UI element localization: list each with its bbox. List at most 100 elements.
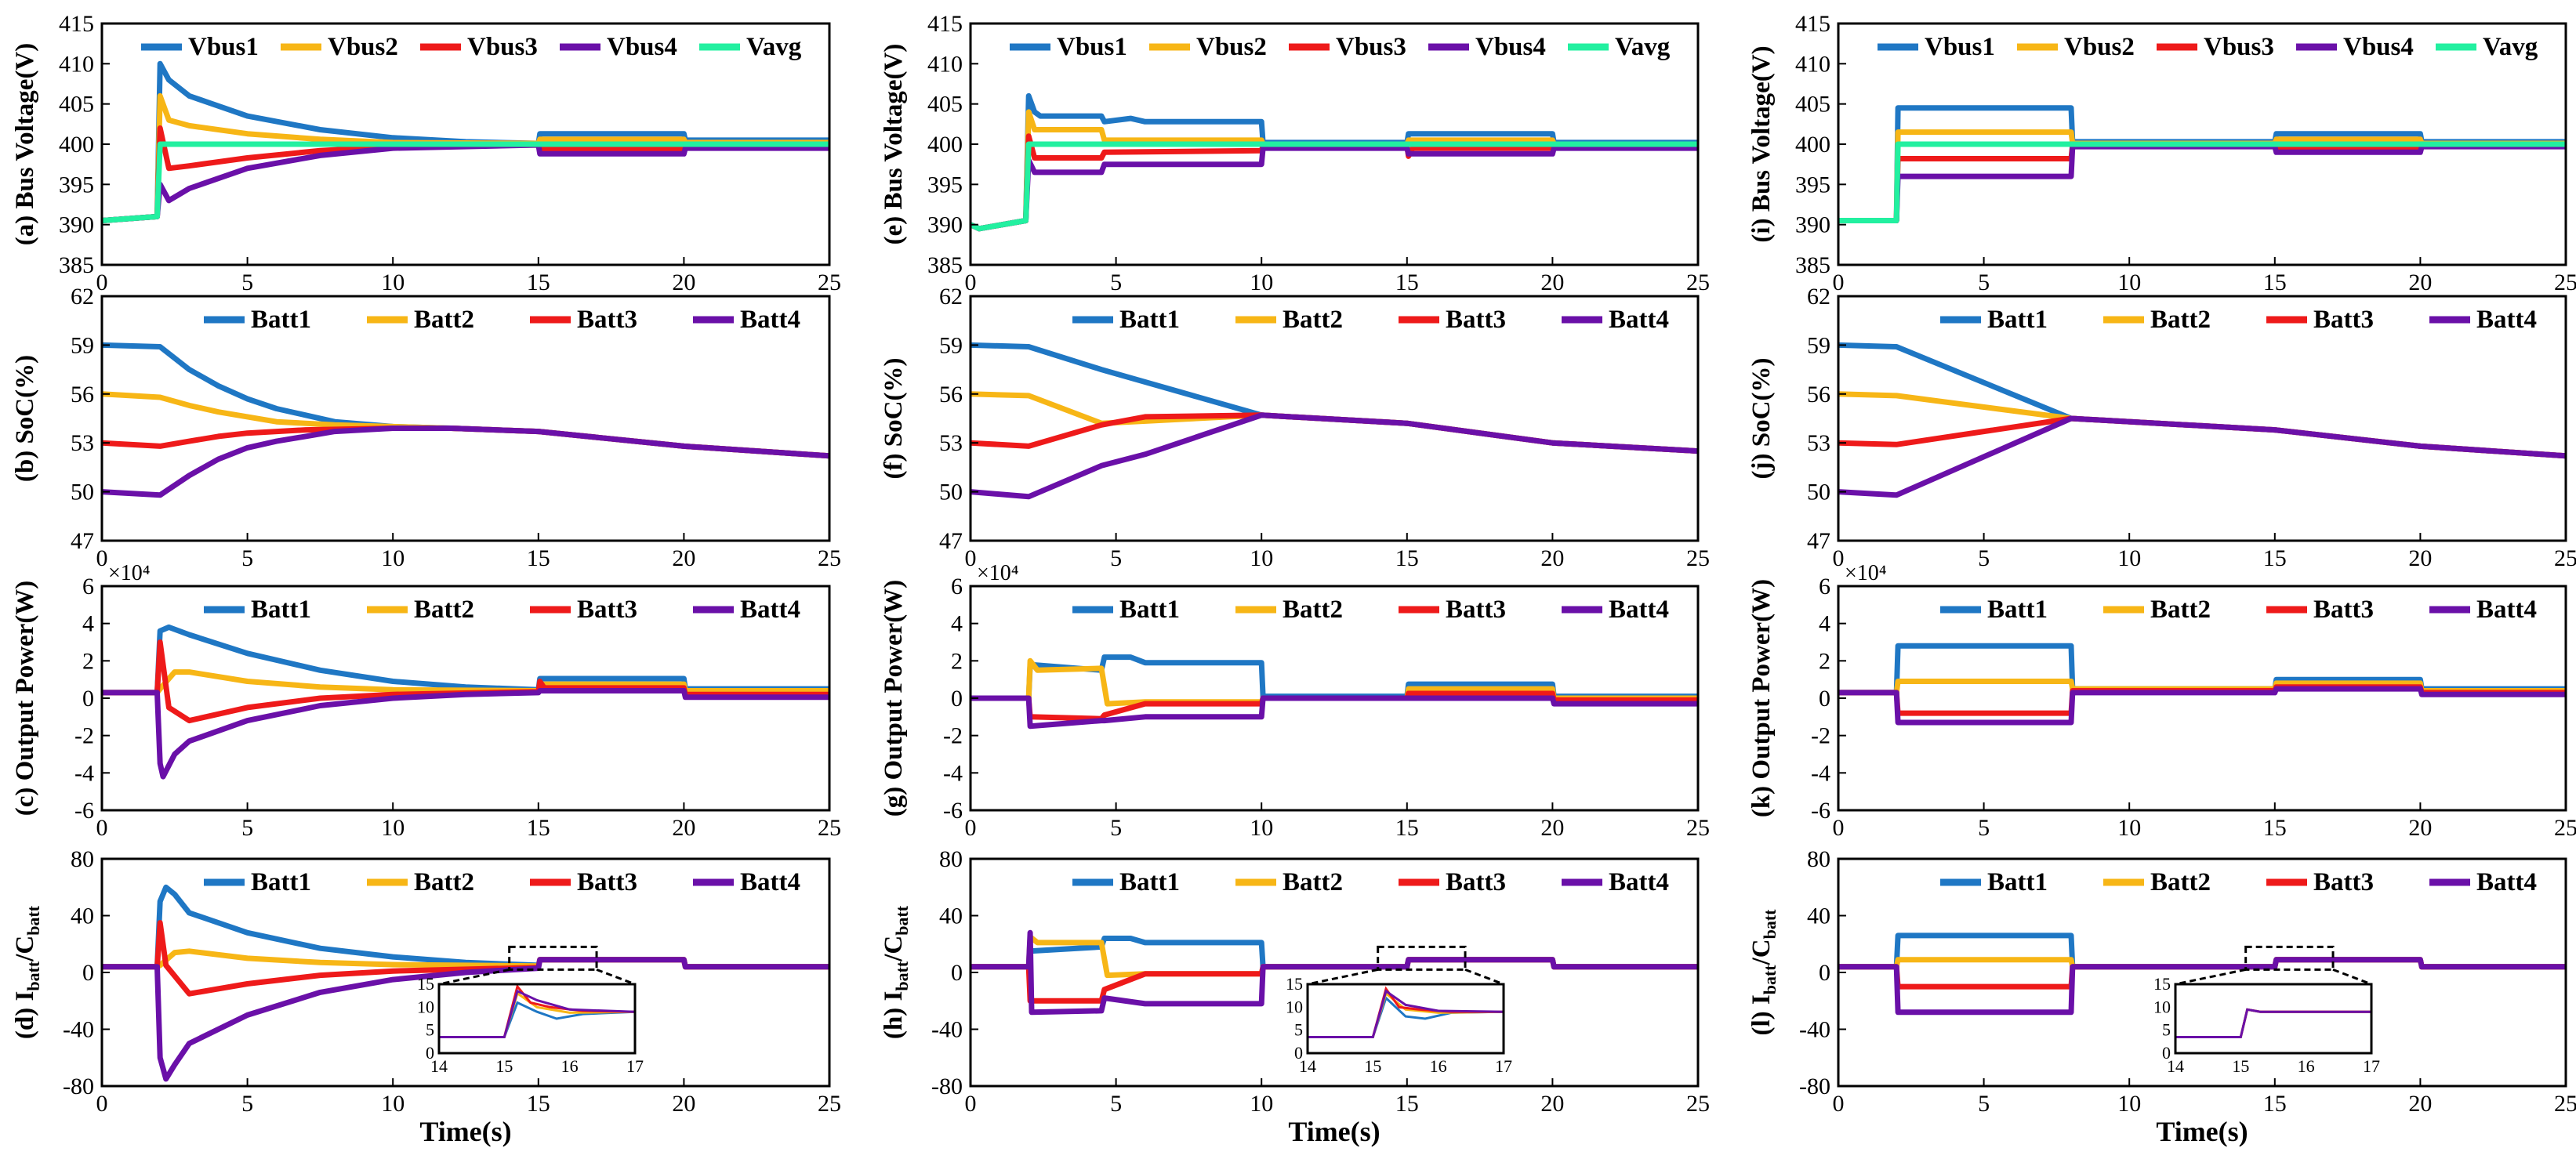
y-label-sub: batt bbox=[1760, 965, 1780, 995]
y-tick-label: 400 bbox=[927, 132, 963, 158]
x-tick-label: 20 bbox=[2408, 545, 2432, 571]
y-tick-label: -40 bbox=[1799, 1017, 1830, 1043]
x-tick-label: 0 bbox=[965, 1091, 977, 1117]
y-tick-label: 2 bbox=[82, 648, 94, 674]
legend-label-vbus4: Vbus4 bbox=[607, 33, 677, 61]
y-tick-label: 62 bbox=[1807, 284, 1830, 310]
inset-x-tick: 15 bbox=[495, 1056, 513, 1076]
y-axis-exponent: ×10⁴ bbox=[1845, 561, 1887, 585]
y-tick-label: 50 bbox=[1807, 480, 1830, 505]
y-tick-label: 410 bbox=[927, 51, 963, 77]
plot-frame bbox=[969, 295, 1700, 542]
legend-label-vbus2: Vbus2 bbox=[328, 33, 398, 61]
y-axis-label: (i) Bus Voltage(V) bbox=[1747, 45, 1776, 242]
y-tick-label: 0 bbox=[951, 686, 963, 712]
series-line-vbus4 bbox=[102, 142, 829, 223]
x-tick-label: 10 bbox=[2117, 815, 2141, 841]
y-label-mid: /C bbox=[11, 936, 39, 962]
x-tick-label: 20 bbox=[672, 270, 695, 295]
x-tick-label: 10 bbox=[2117, 1091, 2141, 1117]
legend-label-batt3: Batt3 bbox=[577, 596, 637, 624]
x-tick-label: 20 bbox=[2408, 1091, 2432, 1117]
y-axis-label: (k) Output Power(W) bbox=[1747, 579, 1776, 817]
x-tick-label: 25 bbox=[2554, 815, 2576, 841]
y-tick-label: -80 bbox=[931, 1074, 963, 1099]
legend-label-batt4: Batt4 bbox=[1609, 306, 1669, 334]
x-tick-label: 0 bbox=[1833, 545, 1845, 571]
chart-panel-j: 0 5 10 15 20 25 47 50 53 56 59 62 (j) SoC(%) Batt1 Bat… bbox=[1747, 284, 2576, 571]
x-tick-label: 15 bbox=[2263, 270, 2287, 295]
series-line-batt4 bbox=[1838, 957, 2566, 1016]
series-line-batt3 bbox=[1838, 957, 2566, 990]
y-tick-label: 385 bbox=[927, 252, 963, 278]
y-tick-label: 4 bbox=[82, 611, 94, 637]
inset-background bbox=[439, 984, 635, 1053]
y-tick-label: 410 bbox=[59, 51, 94, 77]
x-tick-label: 5 bbox=[241, 815, 253, 841]
x-tick-label: 10 bbox=[381, 270, 405, 295]
x-tick-label: 25 bbox=[818, 545, 841, 571]
legend-label-batt3: Batt3 bbox=[2313, 306, 2374, 334]
x-tick-label: 25 bbox=[2554, 1091, 2576, 1117]
x-tick-label: 5 bbox=[1110, 270, 1122, 295]
inset-frame bbox=[437, 983, 637, 1055]
y-label-main: (d) I bbox=[11, 991, 39, 1039]
inset-y-tick: 0 bbox=[426, 1043, 434, 1063]
series-line-batt4 bbox=[971, 695, 1698, 730]
inset-x-tick: 17 bbox=[1495, 1056, 1512, 1076]
legend-label-vbus2: Vbus2 bbox=[2064, 33, 2135, 61]
y-tick-label: 390 bbox=[1795, 212, 1830, 238]
y-tick-label: 50 bbox=[71, 480, 94, 505]
x-tick-label: 25 bbox=[1686, 815, 1710, 841]
chart-panel-a: 0 5 10 15 20 25 385 390 395 400 405 410 415 (a) Bus V… bbox=[11, 11, 841, 295]
y-label-sub: batt bbox=[24, 905, 43, 936]
inset-background bbox=[1308, 984, 1504, 1053]
inset-x-tick: 14 bbox=[430, 1056, 448, 1076]
legend-label-batt1: Batt1 bbox=[1987, 868, 2048, 896]
zoom-connector bbox=[1464, 968, 1504, 986]
x-tick-label: 10 bbox=[2117, 545, 2141, 571]
inset-y-tick: 10 bbox=[2153, 997, 2171, 1016]
legend-label-vbus1: Vbus1 bbox=[188, 33, 259, 61]
x-tick-label: 25 bbox=[1686, 270, 1710, 295]
x-tick-label: 0 bbox=[1833, 1091, 1845, 1117]
legend-label-vavg: Vavg bbox=[1615, 33, 1671, 61]
legend-label-batt1: Batt1 bbox=[1119, 868, 1180, 896]
inset-x-tick: 14 bbox=[1299, 1056, 1316, 1076]
zoom-region-box bbox=[1377, 945, 1467, 971]
chart-panel-f: 0 5 10 15 20 25 47 50 53 56 59 62 (f) SoC(%) Batt1 Bat… bbox=[880, 284, 1710, 571]
y-tick-label: 59 bbox=[939, 332, 963, 358]
series-line-vbus3 bbox=[1838, 142, 2566, 223]
x-tick-label: 20 bbox=[1540, 545, 1564, 571]
series-line-batt3 bbox=[102, 425, 829, 459]
x-tick-label: 20 bbox=[1540, 815, 1564, 841]
x-tick-label: 20 bbox=[2408, 815, 2432, 841]
inset-y-tick: 10 bbox=[1286, 997, 1303, 1016]
y-axis-label: (a) Bus Voltage(V) bbox=[11, 43, 39, 246]
y-tick-label: 410 bbox=[1795, 51, 1830, 77]
legend-label-batt2: Batt2 bbox=[414, 306, 474, 334]
series-line-batt2 bbox=[102, 669, 829, 696]
y-axis-label: (d) Ibatt/Cbatt bbox=[11, 905, 43, 1039]
x-tick-label: 5 bbox=[241, 545, 253, 571]
series-line-batt4 bbox=[102, 425, 829, 498]
chart-panel-k: 0 5 10 15 20 25 -6 -4 -2 0 2 4 6 (k) Output Power(W) ×… bbox=[1747, 561, 2576, 841]
inset-x-tick: 16 bbox=[1430, 1056, 1447, 1076]
x-tick-label: 10 bbox=[1250, 545, 1273, 571]
x-tick-label: 5 bbox=[1110, 1091, 1122, 1117]
series-line-vbus1 bbox=[971, 92, 1698, 232]
series-line-vavg bbox=[1838, 141, 2566, 223]
y-tick-label: 40 bbox=[1807, 903, 1830, 929]
x-tick-label: 15 bbox=[527, 545, 550, 571]
y-tick-label: 56 bbox=[1807, 382, 1830, 407]
inset-x-tick: 14 bbox=[2167, 1056, 2184, 1076]
series-line-vavg bbox=[971, 141, 1698, 232]
x-tick-label: 15 bbox=[1395, 815, 1419, 841]
y-tick-label: 0 bbox=[1819, 686, 1830, 712]
y-tick-label: 56 bbox=[939, 382, 963, 407]
inset-x-tick: 16 bbox=[561, 1056, 579, 1076]
legend-label-batt1: Batt1 bbox=[1119, 306, 1180, 334]
inset-y-tick: 0 bbox=[1294, 1043, 1303, 1063]
series-line-batt3 bbox=[102, 639, 829, 724]
